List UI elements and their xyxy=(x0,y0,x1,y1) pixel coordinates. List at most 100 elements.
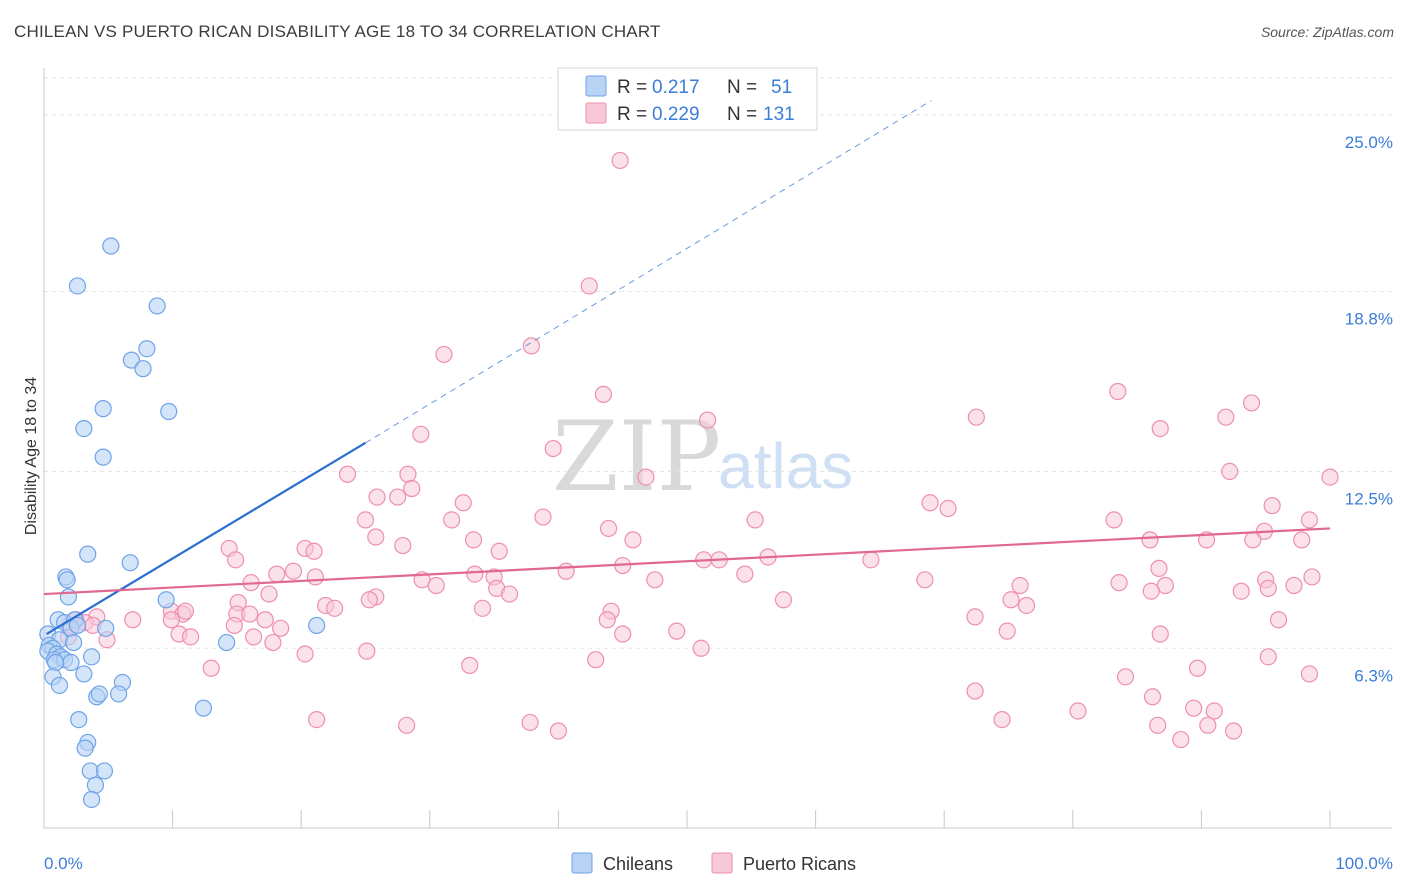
puerto-rican-point xyxy=(241,605,259,623)
x-tick-label-min: 0.0% xyxy=(44,854,83,873)
puerto-rican-point xyxy=(306,568,324,586)
legend-swatch-chileans xyxy=(585,75,607,97)
puerto-rican-point xyxy=(668,622,686,640)
legend-r-label-2: R = xyxy=(617,104,647,125)
puerto-rican-point xyxy=(443,511,461,529)
puerto-rican-point xyxy=(490,542,508,560)
chilean-point xyxy=(109,685,128,703)
chilean-point xyxy=(95,762,114,780)
puerto-rican-point xyxy=(1321,468,1339,486)
puerto-ricans-points xyxy=(59,151,1339,749)
chilean-point xyxy=(68,277,87,295)
puerto-rican-point xyxy=(326,599,344,617)
chilean-point xyxy=(70,710,88,729)
puerto-rican-point xyxy=(264,633,282,652)
puerto-rican-point xyxy=(939,499,957,518)
chilean-point xyxy=(94,400,112,418)
puerto-rican-point xyxy=(1232,582,1250,600)
puerto-rican-point xyxy=(1150,559,1168,577)
puerto-rican-point xyxy=(1199,716,1217,734)
puerto-rican-point xyxy=(736,565,754,583)
source-credit: Source: ZipAtlas.com xyxy=(1260,24,1394,40)
chilean-point xyxy=(157,591,175,609)
puerto-rican-point xyxy=(1017,596,1036,615)
legend-r-value-2: 0.229 xyxy=(652,104,700,125)
chilean-point xyxy=(160,402,178,421)
chilean-point xyxy=(82,790,101,809)
puerto-rican-point xyxy=(461,656,479,674)
bottom-legend-swatch-chileans xyxy=(571,852,593,874)
puerto-rican-point xyxy=(1185,699,1203,717)
puerto-rican-point xyxy=(1149,716,1167,734)
puerto-rican-point xyxy=(1172,730,1190,749)
puerto-rican-point xyxy=(245,628,263,646)
puerto-rican-point xyxy=(692,639,710,657)
chilean-point xyxy=(308,616,326,635)
chilean-point xyxy=(134,360,152,378)
puerto-rican-point xyxy=(296,645,314,663)
chilean-point xyxy=(62,653,80,672)
puerto-rican-point xyxy=(993,710,1011,729)
chilean-point xyxy=(75,420,93,438)
puerto-rican-point xyxy=(966,608,984,626)
puerto-rican-point xyxy=(698,411,717,429)
chilean-point xyxy=(58,571,76,589)
chilean-point xyxy=(138,340,156,358)
legend-n-value-2: 131 xyxy=(763,104,795,125)
chilean-point xyxy=(86,776,105,794)
chilean-point xyxy=(82,648,101,666)
puerto-rican-point xyxy=(599,519,618,538)
puerto-rican-point xyxy=(1105,511,1123,529)
chilean-point xyxy=(50,676,69,694)
puerto-rican-point xyxy=(356,511,375,529)
puerto-rican-point xyxy=(473,599,492,617)
bottom-legend-label-puerto-ricans: Puerto Ricans xyxy=(743,854,856,874)
puerto-rican-point xyxy=(358,642,376,660)
chilean-point xyxy=(148,297,166,315)
chileans-trend-extension xyxy=(365,100,932,444)
puerto-rican-point xyxy=(1300,665,1319,683)
chilean-point xyxy=(59,588,78,606)
puerto-rican-point xyxy=(162,611,180,629)
puerto-rican-point xyxy=(466,565,484,583)
puerto-rican-point xyxy=(500,585,519,603)
puerto-rican-point xyxy=(1002,591,1020,609)
puerto-rican-point xyxy=(305,542,323,560)
puerto-rican-point xyxy=(1143,688,1162,706)
puerto-rican-point xyxy=(549,722,568,740)
puerto-rican-point xyxy=(1244,531,1262,549)
chilean-point xyxy=(46,653,65,672)
puerto-rican-point xyxy=(256,611,274,629)
legend-n-label-1: N = xyxy=(727,77,757,98)
puerto-rican-point xyxy=(272,619,290,637)
puerto-rican-point xyxy=(594,385,613,403)
puerto-rican-point xyxy=(427,576,445,595)
puerto-rican-point xyxy=(368,488,386,506)
puerto-rican-point xyxy=(916,571,934,589)
x-tick-label-max: 100.0% xyxy=(1335,854,1393,873)
puerto-rican-point xyxy=(614,625,632,643)
chilean-point xyxy=(75,665,93,683)
puerto-rican-point xyxy=(389,488,407,506)
puerto-rican-point xyxy=(1303,568,1321,586)
watermark-atlas: atlas xyxy=(718,430,853,502)
chilean-point xyxy=(194,699,213,717)
legend-n-label-2: N = xyxy=(727,104,757,125)
puerto-rican-point xyxy=(398,716,416,734)
tick-labels: 6.3% 12.5% 18.8% 25.0% 0.0% 100.0% xyxy=(44,133,1393,873)
puerto-rican-point xyxy=(1205,702,1223,720)
puerto-rican-point xyxy=(464,531,483,549)
chilean-point xyxy=(64,633,83,652)
bottom-legend-swatch-puerto-ricans xyxy=(711,852,733,874)
puerto-rican-point xyxy=(202,659,220,677)
puerto-rican-point xyxy=(1011,576,1029,595)
puerto-rican-point xyxy=(1263,497,1281,515)
puerto-rican-point xyxy=(1269,611,1288,629)
legend-n-value-1: 51 xyxy=(771,77,792,98)
puerto-rican-point xyxy=(394,536,412,555)
puerto-rican-point xyxy=(124,611,142,629)
chilean-point xyxy=(218,633,236,652)
puerto-rican-point xyxy=(1217,408,1235,426)
puerto-rican-point xyxy=(1300,511,1319,529)
